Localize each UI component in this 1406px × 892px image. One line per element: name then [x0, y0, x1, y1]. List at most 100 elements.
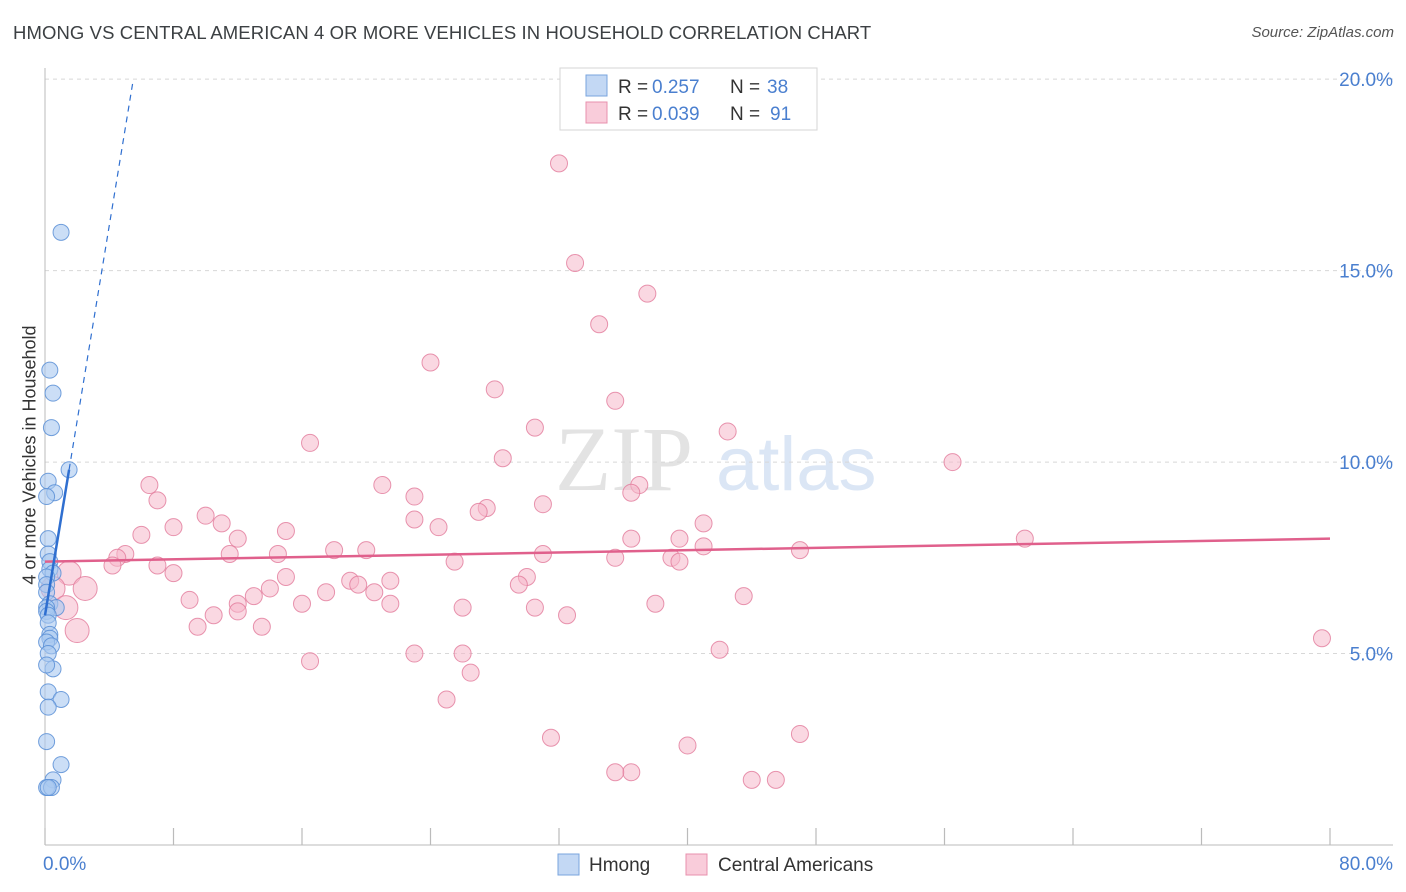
- central-americans-point: [301, 433, 320, 452]
- hmong-point: [38, 488, 56, 506]
- central-americans-point: [381, 594, 400, 613]
- central-americans-point: [453, 598, 472, 617]
- central-americans-point: [276, 522, 295, 540]
- central-americans-point: [204, 606, 223, 625]
- central-americans-point: [606, 763, 625, 782]
- x-ticks: [44, 828, 1331, 845]
- legend-central-swatch: [585, 101, 608, 124]
- chart-title: HMONG VS CENTRAL AMERICAN 4 OR MORE VEHI…: [13, 22, 872, 43]
- central-americans-point: [622, 483, 641, 502]
- y-tick-label: 5.0%: [1350, 645, 1393, 666]
- central-americans-point: [164, 518, 183, 537]
- central-americans-point: [72, 575, 98, 601]
- bottom-legend-central-swatch: [685, 853, 708, 876]
- central-americans-point: [541, 728, 560, 747]
- hmong-point: [39, 530, 57, 548]
- central-americans-point: [325, 541, 344, 560]
- central-americans-point: [244, 587, 263, 606]
- central-americans-point: [228, 602, 247, 621]
- central-americans-point: [148, 556, 167, 575]
- central-americans-point: [293, 594, 311, 613]
- central-americans-point: [590, 315, 609, 334]
- central-americans-point: [405, 644, 424, 663]
- hmong-point: [52, 756, 70, 774]
- central-americans-point: [132, 525, 151, 544]
- central-americans-point: [188, 617, 207, 636]
- hmong-point: [39, 698, 57, 716]
- legend-hmong-swatch: [585, 74, 608, 97]
- legend-hmong-n-label: N =: [730, 77, 760, 98]
- central-americans-point: [742, 770, 761, 789]
- hmong-trend-line: [43, 469, 71, 616]
- gridlines: [45, 78, 1393, 655]
- central-americans-point: [445, 552, 464, 571]
- bottom-legend-central-label: Central Americans: [718, 855, 873, 876]
- chart-source: Source: ZipAtlas.com: [1251, 24, 1394, 41]
- central-americans-point: [790, 724, 809, 743]
- central-americans-point: [558, 606, 577, 625]
- central-americans-point: [461, 663, 480, 682]
- bottom-legend-hmong-label: Hmong: [589, 855, 650, 876]
- legend-hmong-r-label: R =: [618, 77, 648, 98]
- hmong-point: [38, 733, 56, 751]
- central-americans-point: [622, 529, 641, 548]
- central-americans-point: [469, 502, 488, 521]
- bottom-legend: Hmong Central Americans: [557, 853, 873, 876]
- central-americans-point: [228, 529, 247, 548]
- x-tick-label-max: 80.0%: [1339, 854, 1393, 875]
- central-americans-point: [670, 529, 689, 548]
- central-americans-point: [252, 617, 271, 636]
- central-americans-point: [260, 579, 279, 598]
- central-americans-point: [525, 418, 544, 437]
- hmong-point: [52, 223, 70, 241]
- central-americans-point: [638, 284, 657, 303]
- central-americans-point: [566, 253, 585, 272]
- central-americans-point: [301, 652, 320, 671]
- central-americans-point: [766, 770, 785, 789]
- central-americans-point: [429, 518, 448, 537]
- central-americans-point: [437, 690, 456, 709]
- central-americans-point: [164, 564, 183, 583]
- central-americans-point: [485, 380, 504, 399]
- central-americans-point: [196, 506, 215, 525]
- bottom-legend-hmong-swatch: [557, 853, 580, 876]
- central-americans-point: [212, 514, 231, 533]
- central-americans-point: [622, 763, 641, 782]
- central-americans-point: [421, 353, 440, 372]
- central-americans-point: [550, 154, 568, 173]
- y-tick-label: 15.0%: [1339, 262, 1393, 283]
- y-tick-label: 10.0%: [1339, 453, 1393, 474]
- central-americans-trend-line: [44, 537, 1331, 563]
- watermark-atlas: atlas: [716, 422, 877, 507]
- central-americans-point: [493, 449, 512, 468]
- central-americans-point: [357, 541, 376, 560]
- central-americans-point: [140, 476, 159, 495]
- central-americans-point: [533, 495, 552, 514]
- hmong-point: [42, 419, 60, 437]
- hmong-trend-extension: [68, 79, 134, 470]
- legend-hmong-r-value: 0.257: [652, 77, 700, 98]
- central-americans-point: [678, 736, 697, 755]
- hmong-point: [52, 690, 70, 708]
- hmong-point: [39, 779, 57, 797]
- central-americans-point: [509, 575, 528, 594]
- central-americans-points: [40, 154, 1331, 789]
- central-americans-point: [718, 422, 737, 441]
- central-americans-point: [220, 544, 239, 563]
- hmong-points: [38, 223, 78, 797]
- central-americans-point: [606, 548, 625, 567]
- y-tick-labels: 5.0% 10.0% 15.0% 20.0%: [1339, 70, 1393, 665]
- central-americans-point: [646, 594, 665, 613]
- legend-hmong-n-value: 38: [767, 77, 788, 98]
- central-americans-point: [405, 487, 424, 506]
- central-americans-point: [790, 541, 809, 560]
- axes: [44, 68, 1393, 846]
- central-americans-point: [365, 583, 384, 602]
- hmong-point: [38, 656, 56, 674]
- legend-central-n-value: 91: [770, 104, 791, 125]
- central-americans-point: [943, 453, 962, 472]
- central-americans-point: [670, 552, 689, 571]
- legend-box: R = 0.257 N = 38 R = 0.039 N = 91: [559, 67, 818, 131]
- central-americans-point: [276, 567, 295, 586]
